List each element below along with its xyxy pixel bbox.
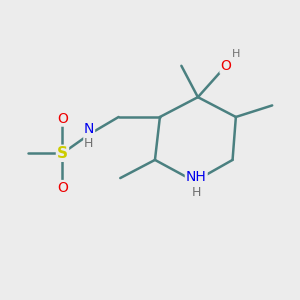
Text: NH: NH (186, 170, 207, 184)
Text: O: O (220, 59, 231, 73)
Text: H: H (232, 49, 240, 59)
Text: H: H (84, 137, 94, 150)
Text: O: O (57, 181, 68, 195)
Text: N: N (84, 122, 94, 136)
Text: O: O (57, 112, 68, 126)
Text: H: H (191, 186, 201, 200)
Text: S: S (57, 146, 68, 161)
